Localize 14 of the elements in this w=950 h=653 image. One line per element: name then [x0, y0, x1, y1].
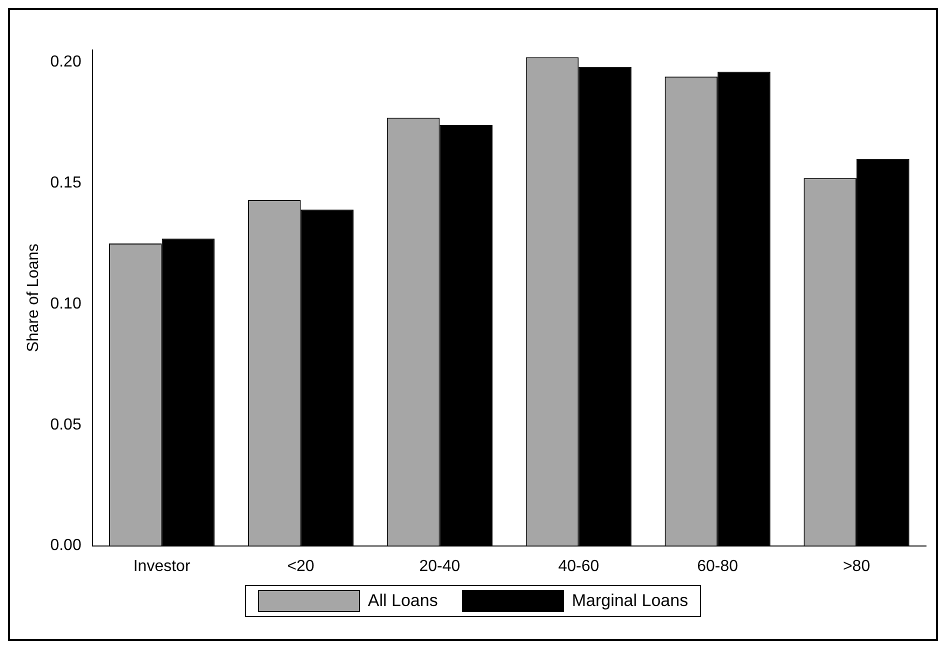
y-tick-label: 0.00	[50, 537, 82, 554]
x-tick-label: Investor	[133, 558, 191, 575]
y-axis-title: Share of Loans	[25, 244, 42, 352]
y-tick-label: 0.15	[50, 174, 82, 192]
y-tick-label: 0.20	[50, 54, 82, 70]
text: Marginal Loans	[572, 591, 688, 611]
y-tick-label: 0.10	[50, 295, 82, 312]
x-tick-label: 20-40	[419, 558, 460, 575]
x-tick-label: >80	[842, 558, 870, 575]
x-tick-label: <20	[287, 558, 314, 575]
x-tick-label: 60-80	[697, 558, 738, 575]
y-tick-label: 0.05	[50, 416, 82, 434]
text: All Loans	[368, 591, 438, 611]
x-tick-label: 40-60	[558, 558, 600, 575]
